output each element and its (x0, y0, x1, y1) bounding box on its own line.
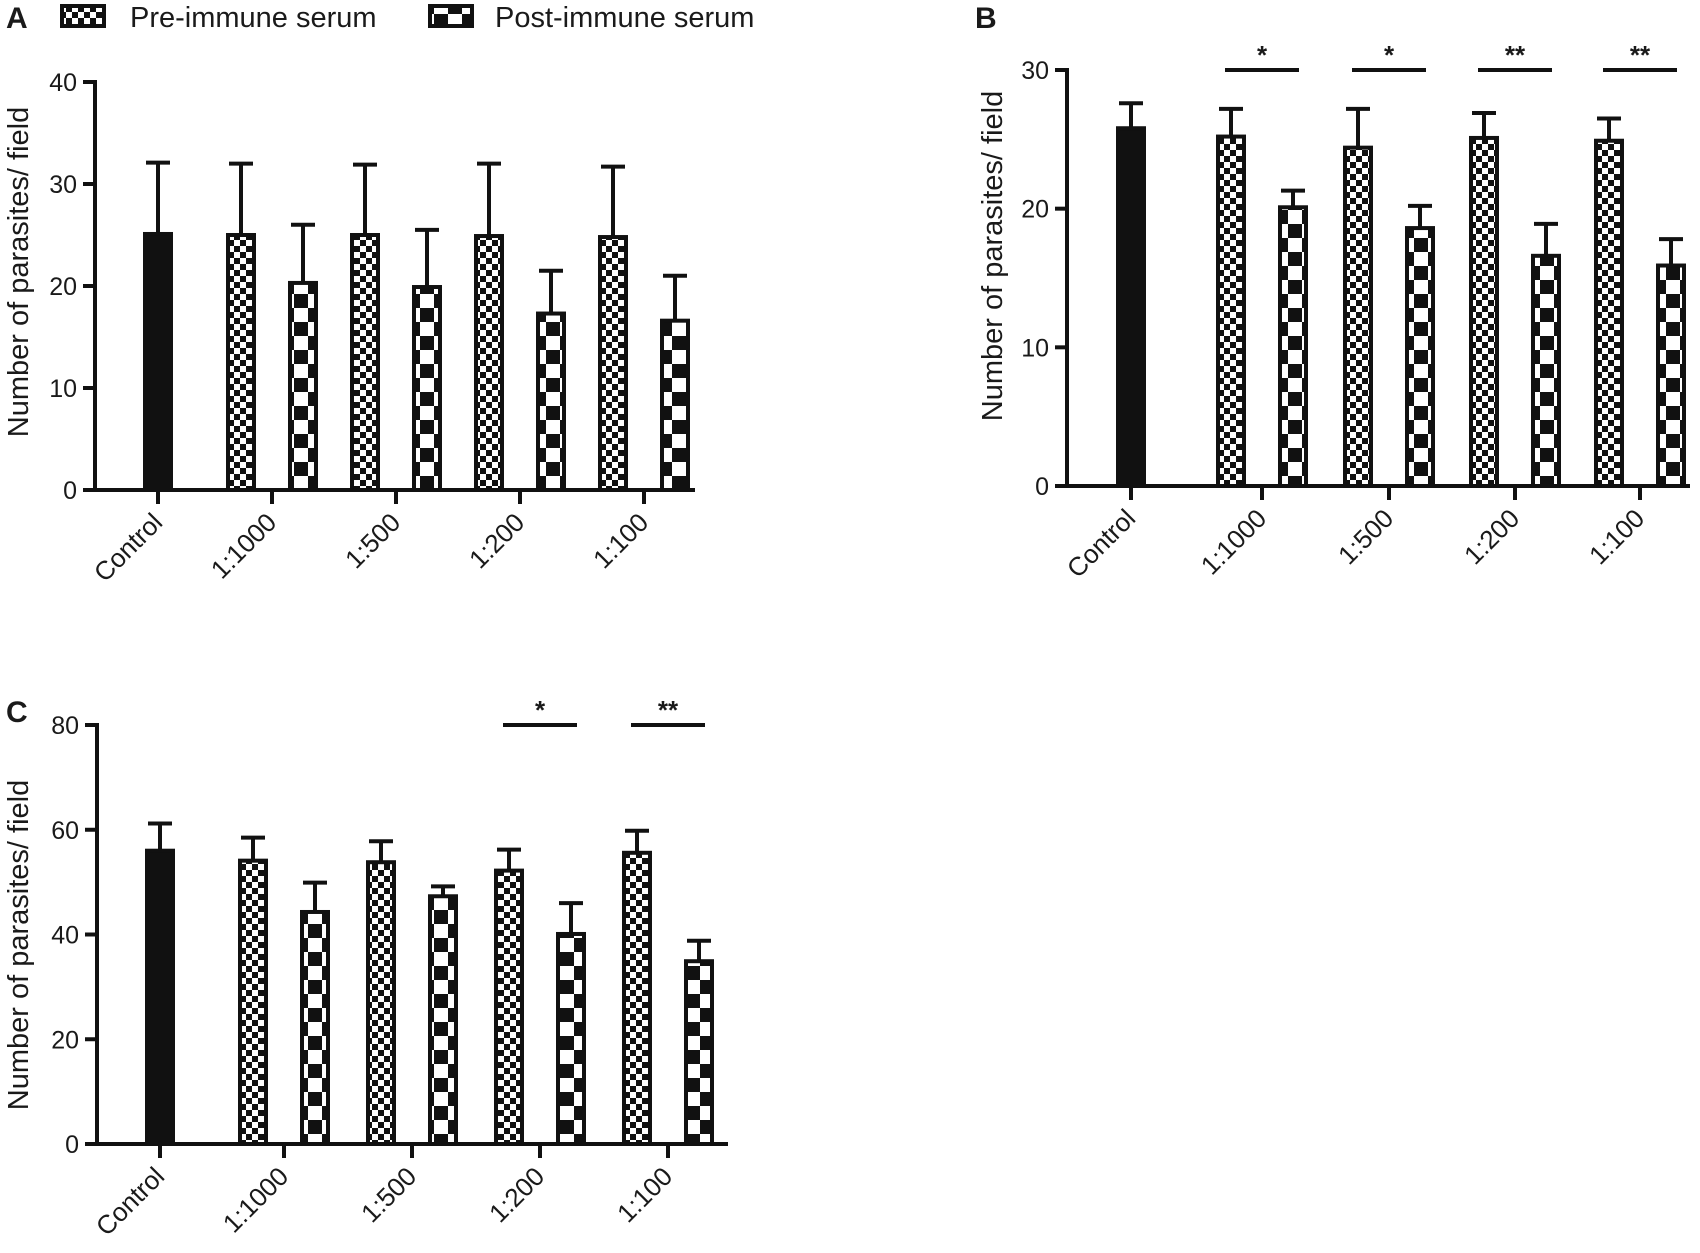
panel-c-pre-immune-serum-1-200-bar (494, 868, 524, 1146)
legend: Pre-immune serum Post-immune serum (60, 2, 754, 34)
panel-b-pre-immune-serum-1-500-bar (1343, 145, 1373, 489)
panel-a-x-label-1-500: 1:500 (339, 507, 406, 574)
panel-c-significance-1-200-label: * (535, 695, 546, 725)
panel-b-y-tick-label-20: 20 (1021, 196, 1049, 224)
legend-item-pre-immune: Pre-immune serum (60, 2, 377, 34)
legend-label-post-immune: Post-immune serum (495, 2, 754, 34)
legend-item-post-immune: Post-immune serum (428, 2, 754, 34)
panel-a-x-label-control: Control (88, 507, 168, 587)
legend-label-pre-immune: Pre-immune serum (130, 2, 377, 34)
panel-a-pre-immune-serum-1-200-bar (474, 234, 504, 492)
panel-c-y-tick-label-0: 0 (65, 1131, 79, 1159)
panel-b-x-label-1-500: 1:500 (1332, 503, 1399, 570)
panel-a-y-axis-label: Number of parasites/ field (3, 107, 35, 437)
panel-a-x-label-1-100: 1:100 (587, 507, 654, 574)
panel-letter-a: A (6, 2, 28, 35)
panel-a-y-tick-label-0: 0 (63, 477, 77, 505)
panel-b-x-label-1-200: 1:200 (1458, 503, 1525, 570)
panel-a-control-control-bar (143, 231, 173, 492)
panel-b-pre-immune-serum-1-200-bar (1469, 135, 1499, 489)
panel-c-pre-immune-serum-1-500-bar (366, 860, 396, 1146)
panel-b-pre-immune-serum-1-1000-bar (1216, 134, 1246, 488)
panel-c-pre-immune-serum-1-100-bar (622, 850, 652, 1146)
panel-c-x-label-1-200: 1:200 (483, 1161, 550, 1228)
panel-c-post-immune-serum-1-200-bar (556, 931, 586, 1146)
panel-c-significance-1-100-label: ** (658, 695, 679, 725)
panel-a-post-immune-serum-1-200-bar (536, 311, 566, 493)
legend-swatch-pre-immune (60, 4, 106, 28)
panel-b-y-tick-label-30: 30 (1021, 57, 1049, 85)
panel-a-y-tick-label-40: 40 (49, 69, 77, 97)
panel-b-y-tick-label-10: 10 (1021, 334, 1049, 362)
panel-a-post-immune-serum-1-100-bar (660, 318, 690, 492)
panel-b-post-immune-serum-1-200-bar (1531, 253, 1561, 488)
panel-b-post-immune-serum-1-100-bar (1656, 263, 1686, 488)
panel-a: A Number of parasites/ field 0 10 20 30 40 Co… (3, 2, 695, 588)
legend-swatch-post-immune (428, 4, 474, 28)
panel-c-control-control-bar (145, 848, 175, 1146)
panel-b-y-tick-label-0: 0 (1035, 473, 1049, 501)
panel-c-x-label-1-1000: 1:1000 (217, 1161, 294, 1238)
panel-c-pre-immune-serum-1-1000-bar (238, 858, 268, 1146)
panel-a-x-label-1-200: 1:200 (463, 507, 530, 574)
panel-a-y-tick-label-20: 20 (49, 273, 77, 301)
panel-b-x-label-control: Control (1061, 503, 1141, 583)
panel-b-pre-immune-serum-1-100-bar (1594, 138, 1624, 488)
panel-a-post-immune-serum-1-1000-bar (288, 280, 318, 492)
panel-b-x-label-1-1000: 1:1000 (1195, 503, 1272, 580)
panel-letter-c: C (6, 696, 28, 729)
panel-a-x-label-1-1000: 1:1000 (205, 507, 282, 584)
panel-c-post-immune-serum-1-100-bar (684, 959, 714, 1146)
panel-b-control-control-bar (1116, 126, 1146, 489)
panel-c-y-tick-label-60: 60 (51, 817, 79, 845)
panel-b-x-label-1-100: 1:100 (1583, 503, 1650, 570)
panel-c-y-axis-label: Number of parasites/ field (3, 780, 35, 1110)
panel-a-pre-immune-serum-1-100-bar (598, 235, 628, 492)
panel-a-post-immune-serum-1-500-bar (412, 285, 442, 492)
panel-b-y-axis-label: Number of parasites/ field (977, 91, 1009, 421)
panel-a-pre-immune-serum-1-500-bar (350, 233, 380, 492)
panel-c-post-immune-serum-1-1000-bar (300, 909, 330, 1147)
panel-b-significance-1-200-label: ** (1505, 40, 1526, 70)
panel-c-x-label-1-500: 1:500 (355, 1161, 422, 1228)
panel-c-y-tick-label-40: 40 (51, 922, 79, 950)
panel-b-post-immune-serum-1-1000-bar (1278, 205, 1308, 488)
panel-b-significance-1-100-label: ** (1630, 40, 1651, 70)
panel-a-plot-area: 0 10 20 30 40 Control 1:1000 1:500 1:200 1:100 (49, 69, 695, 588)
panel-c: C Number of parasites/ field 0 20 40 60 80 Co… (3, 695, 728, 1242)
panel-b-significance-1-500-label: * (1384, 40, 1395, 70)
panel-letter-b: B (975, 2, 997, 35)
panel-a-y-tick-label-30: 30 (49, 171, 77, 199)
panel-c-y-tick-label-20: 20 (51, 1026, 79, 1054)
panel-b-post-immune-serum-1-500-bar (1405, 226, 1435, 489)
panel-a-pre-immune-serum-1-1000-bar (226, 233, 256, 492)
panel-b-significance-1-1000-label: * (1257, 40, 1268, 70)
panel-c-post-immune-serum-1-500-bar (428, 894, 458, 1146)
panel-c-y-tick-label-80: 80 (51, 712, 79, 740)
panel-c-x-label-1-100: 1:100 (611, 1161, 678, 1228)
panel-b: B Number of parasites/ field 0 10 20 30 Cont… (975, 2, 1690, 584)
panel-a-y-tick-label-10: 10 (49, 375, 77, 403)
panel-c-x-label-control: Control (90, 1161, 170, 1241)
